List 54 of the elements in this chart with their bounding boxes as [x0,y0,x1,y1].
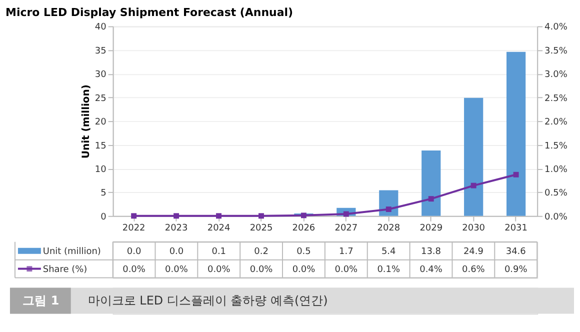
data-label: 24.9 [463,246,484,257]
data-label: 34.6 [506,246,526,257]
text: 마이크로 LED 디스플레이 출하량 예측(연간) [88,294,328,308]
data-label: 0.0% [334,264,358,275]
y-tick-label: 5 [100,188,106,199]
data-label: 0.0% [122,264,146,275]
x-tick-label: 2023 [164,223,188,234]
data-label: 0.0 [126,246,142,257]
x-tick-label: 2031 [504,223,528,234]
data-label: 1.7 [339,246,354,257]
data-label: 5.4 [381,246,396,257]
data-label: 0.0% [207,264,231,275]
y-tick-label: 0 [100,212,107,222]
y2-tick-label: 0.0% [544,212,568,222]
data-label: 0.6% [462,264,486,275]
data-label: 0.0 [169,246,184,257]
y-tick-label: 20 [94,118,107,128]
x-tick-label: 2025 [250,223,273,234]
data-label: 0.4% [420,264,443,275]
y-axis-title: Unit (million) [80,84,92,159]
caption: 그림 1 [22,294,60,308]
legend-label: Unit (million) [42,246,101,257]
y2-tick-label: 3.0% [544,70,568,80]
x-tick-label: 2029 [420,223,443,234]
data-label: 0.2 [254,246,268,257]
data-label: 0.1% [377,264,400,275]
x-tick-label: 2024 [207,223,230,234]
legend-label: Share (%) [42,264,88,275]
y-tick-label: 40 [94,22,107,33]
x-tick-label: 2028 [377,223,400,234]
y2-tick-label: 3.5% [544,46,568,56]
x-tick-label: 2030 [462,223,486,234]
y2-tick-label: 2.5% [544,94,568,104]
y-tick-label: 35 [94,46,106,56]
data-label: 0.9% [504,264,528,275]
y2-tick-label: 1.0% [544,164,568,175]
chart-title: Micro LED Display Shipment Forecast (Annual) [6,6,294,20]
data-label: 13.8 [421,246,442,257]
x-tick-label: 2022 [122,223,146,234]
data-label: 0.0% [165,264,188,275]
data-label: 0.0% [250,264,274,275]
x-tick-label: 2027 [334,223,358,234]
y-tick-label: 15 [94,141,106,152]
y2-tick-label: 2.0% [544,118,568,128]
y-tick-label: 10 [94,164,107,175]
data-label: 0.1 [212,246,226,257]
y-tick-label: 25 [94,94,106,104]
y2-tick-label: 1.5% [544,141,568,152]
data-label: 0.0% [292,264,316,275]
y2-tick-label: 0.5% [544,188,568,199]
y2-tick-label: 4.0% [544,22,568,33]
y-tick-label: 30 [94,70,107,80]
x-tick-label: 2026 [292,223,316,234]
data-label: 0.5 [296,246,311,257]
